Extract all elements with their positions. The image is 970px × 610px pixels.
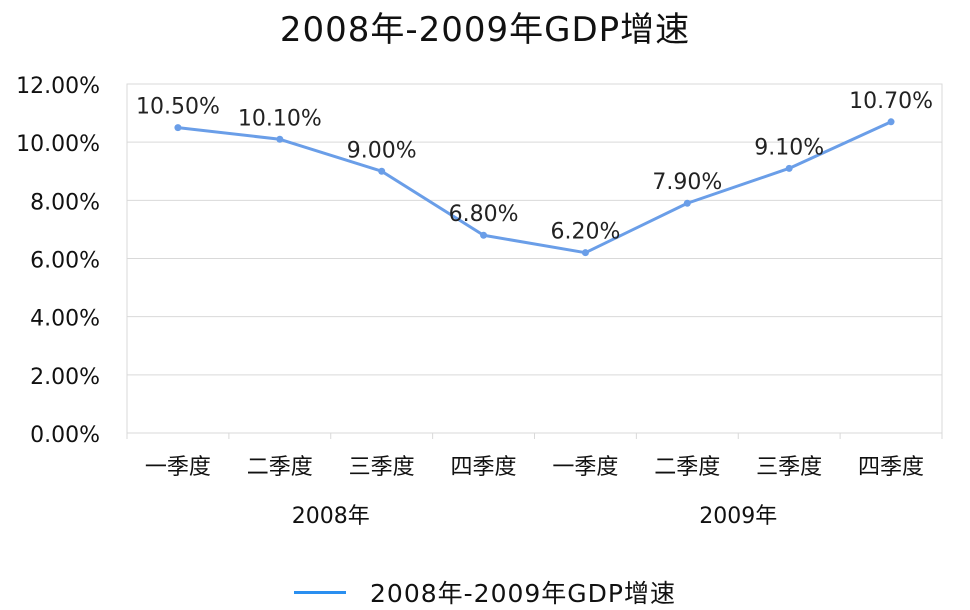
y-tick-label: 8.00%: [30, 190, 100, 215]
data-label: 10.10%: [238, 106, 322, 131]
data-label: 9.00%: [347, 138, 417, 163]
x-category-label: 一季度: [552, 455, 618, 480]
data-point: [174, 124, 182, 132]
data-point: [480, 231, 488, 239]
x-group-label: 2008年: [292, 504, 370, 529]
x-category-label: 四季度: [858, 455, 924, 480]
data-label: 6.80%: [449, 202, 519, 227]
legend-label: 2008年-2009年GDP增速: [370, 579, 676, 608]
data-point: [785, 164, 793, 172]
data-label: 10.50%: [136, 95, 220, 120]
legend: 2008年-2009年GDP增速: [0, 574, 970, 610]
data-point: [683, 199, 691, 207]
data-label: 7.90%: [652, 170, 722, 195]
data-point: [378, 167, 386, 175]
data-label: 6.20%: [550, 220, 620, 245]
y-tick-label: 10.00%: [16, 132, 100, 157]
x-category-label: 三季度: [349, 455, 415, 480]
y-tick-label: 2.00%: [30, 365, 100, 390]
data-point: [887, 118, 895, 126]
legend-swatch: [294, 590, 347, 594]
y-tick-label: 12.00%: [16, 74, 100, 99]
data-point: [581, 249, 589, 257]
y-tick-label: 0.00%: [30, 423, 100, 448]
y-tick-label: 6.00%: [30, 249, 100, 274]
x-category-label: 二季度: [654, 455, 720, 480]
x-category-label: 二季度: [247, 455, 313, 480]
chart-title: 2008年-2009年GDP增速: [279, 10, 691, 50]
data-label: 10.70%: [849, 89, 933, 114]
x-category-label: 一季度: [145, 455, 211, 480]
series-line: [177, 120, 892, 255]
y-tick-label: 4.00%: [30, 307, 100, 332]
x-group-label: 2009年: [699, 504, 777, 529]
data-label: 9.10%: [754, 135, 824, 160]
data-point: [276, 135, 284, 143]
x-category-label: 三季度: [756, 455, 822, 480]
x-category-label: 四季度: [451, 455, 517, 480]
